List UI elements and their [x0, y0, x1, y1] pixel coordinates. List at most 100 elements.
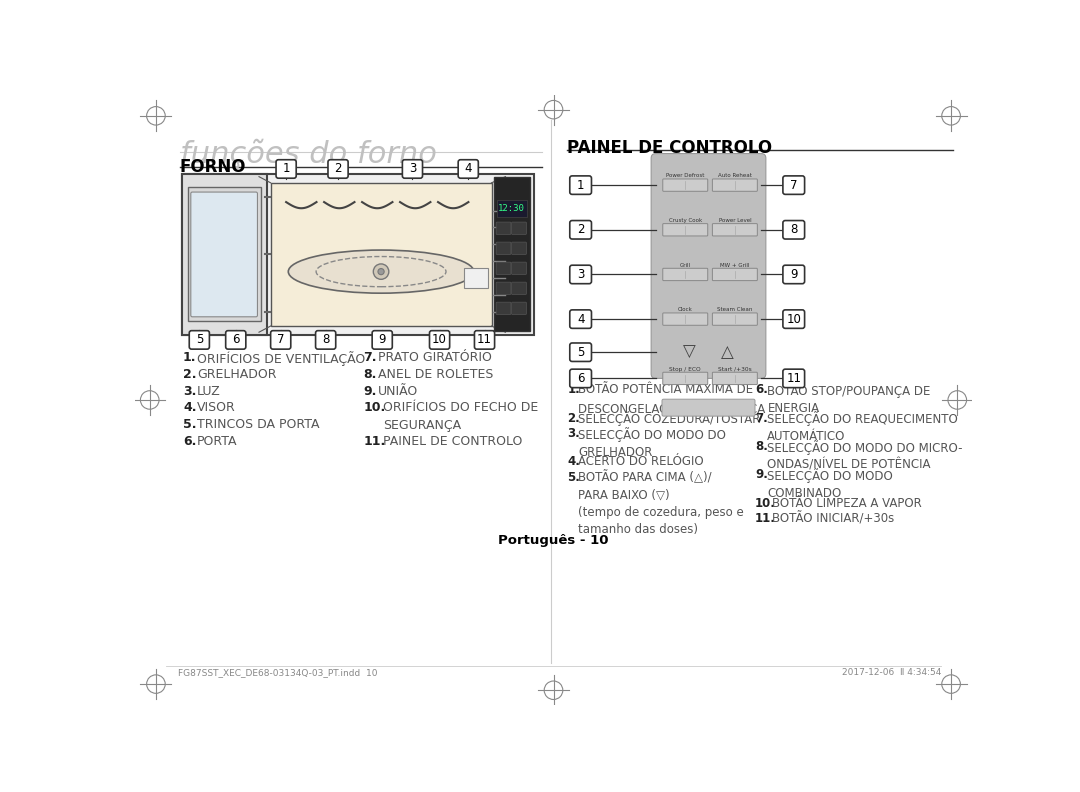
FancyBboxPatch shape: [226, 330, 246, 349]
Text: 2: 2: [335, 162, 341, 176]
Text: 10: 10: [786, 313, 801, 326]
Text: 4.: 4.: [183, 402, 197, 414]
FancyBboxPatch shape: [663, 223, 707, 236]
Text: TRINCOS DA PORTA: TRINCOS DA PORTA: [197, 418, 320, 432]
FancyBboxPatch shape: [512, 303, 526, 314]
FancyBboxPatch shape: [181, 173, 267, 335]
Text: FG87SST_XEC_DE68-03134Q-03_PT.indd  10: FG87SST_XEC_DE68-03134Q-03_PT.indd 10: [177, 668, 377, 677]
Text: UNIÃO: UNIÃO: [378, 385, 418, 398]
Text: 6: 6: [232, 333, 240, 346]
FancyBboxPatch shape: [188, 187, 260, 322]
Text: SELECÇÃO DO REAQUECIMENTO
AUTOMÁTICO: SELECÇÃO DO REAQUECIMENTO AUTOMÁTICO: [768, 412, 958, 444]
Text: 2.: 2.: [567, 412, 580, 425]
FancyBboxPatch shape: [458, 160, 478, 178]
FancyBboxPatch shape: [181, 173, 535, 335]
Text: funções do forno: funções do forno: [180, 139, 436, 169]
FancyBboxPatch shape: [271, 183, 491, 326]
Text: 5.: 5.: [567, 470, 580, 484]
FancyBboxPatch shape: [497, 200, 527, 217]
Text: 12:30: 12:30: [498, 204, 525, 213]
FancyBboxPatch shape: [496, 303, 511, 314]
FancyBboxPatch shape: [663, 372, 707, 385]
Text: GRELHADOR: GRELHADOR: [197, 367, 276, 381]
Text: △: △: [721, 343, 733, 361]
Text: 9.: 9.: [364, 385, 377, 398]
FancyBboxPatch shape: [663, 179, 707, 192]
FancyBboxPatch shape: [783, 265, 805, 284]
Text: 8: 8: [791, 223, 797, 236]
Text: 11.: 11.: [364, 436, 386, 448]
Text: 9: 9: [789, 268, 797, 281]
Text: VISOR: VISOR: [197, 402, 235, 414]
Text: ANEL DE ROLETES: ANEL DE ROLETES: [378, 367, 492, 381]
Text: 1: 1: [282, 162, 289, 176]
FancyBboxPatch shape: [663, 313, 707, 326]
FancyBboxPatch shape: [512, 242, 526, 254]
Text: 7.: 7.: [364, 351, 377, 364]
Text: ORIFÍCIOS DO FECHO DE
SEGURANÇA: ORIFÍCIOS DO FECHO DE SEGURANÇA: [383, 402, 538, 432]
FancyBboxPatch shape: [783, 369, 805, 387]
FancyBboxPatch shape: [512, 262, 526, 275]
FancyBboxPatch shape: [663, 268, 707, 280]
Text: BOTÃO PARA CIMA (△)/
PARA BAIXO (▽)
(tempo de cozedura, peso e
tamanho das doses: BOTÃO PARA CIMA (△)/ PARA BAIXO (▽) (tem…: [578, 470, 744, 535]
Text: 1.: 1.: [183, 351, 197, 364]
Text: 4.: 4.: [567, 455, 580, 468]
Text: SELECÇÃO DO MODO DO MICRO-
ONDAS/NÍVEL DE POTÊNCIA: SELECÇÃO DO MODO DO MICRO- ONDAS/NÍVEL D…: [768, 440, 963, 472]
FancyBboxPatch shape: [496, 282, 511, 295]
FancyBboxPatch shape: [474, 330, 495, 349]
FancyBboxPatch shape: [494, 177, 530, 331]
FancyBboxPatch shape: [713, 268, 757, 280]
Text: Steam Clean: Steam Clean: [717, 307, 753, 312]
Text: Start /+30s: Start /+30s: [718, 367, 752, 371]
FancyBboxPatch shape: [783, 310, 805, 329]
Text: 5: 5: [577, 346, 584, 359]
Text: BOTÃO INICIAR/+30s: BOTÃO INICIAR/+30s: [772, 512, 894, 526]
Circle shape: [374, 264, 389, 280]
Text: ▽: ▽: [684, 343, 696, 361]
Text: 6.: 6.: [183, 436, 197, 448]
Text: 11: 11: [786, 372, 801, 385]
Text: 7: 7: [789, 179, 797, 192]
FancyBboxPatch shape: [191, 192, 257, 317]
FancyBboxPatch shape: [512, 282, 526, 295]
Text: 2.: 2.: [183, 367, 197, 381]
Ellipse shape: [288, 250, 474, 293]
Text: 5.: 5.: [183, 418, 197, 432]
FancyBboxPatch shape: [496, 222, 511, 234]
FancyBboxPatch shape: [430, 330, 449, 349]
Text: 8.: 8.: [364, 367, 377, 381]
Text: 1.: 1.: [567, 383, 580, 396]
FancyBboxPatch shape: [373, 330, 392, 349]
FancyBboxPatch shape: [276, 160, 296, 178]
FancyBboxPatch shape: [713, 372, 757, 385]
FancyBboxPatch shape: [713, 223, 757, 236]
FancyBboxPatch shape: [570, 343, 592, 361]
Text: PAINEL DE CONTROLO: PAINEL DE CONTROLO: [383, 436, 523, 448]
Text: FORNO: FORNO: [180, 158, 246, 176]
Text: 10: 10: [432, 333, 447, 346]
Text: 8: 8: [322, 333, 329, 346]
FancyBboxPatch shape: [570, 176, 592, 194]
FancyBboxPatch shape: [570, 310, 592, 329]
FancyBboxPatch shape: [403, 160, 422, 178]
Text: Grill: Grill: [679, 263, 691, 268]
Text: 3.: 3.: [567, 427, 580, 440]
FancyBboxPatch shape: [570, 265, 592, 284]
FancyBboxPatch shape: [783, 220, 805, 239]
Text: 10.: 10.: [364, 402, 386, 414]
FancyBboxPatch shape: [512, 222, 526, 234]
Text: Português - 10: Português - 10: [498, 534, 609, 547]
FancyBboxPatch shape: [570, 369, 592, 387]
Text: 3: 3: [577, 268, 584, 281]
Text: PRATO GIRATÓRIO: PRATO GIRATÓRIO: [378, 351, 491, 364]
FancyBboxPatch shape: [496, 262, 511, 275]
Text: Clock: Clock: [678, 307, 692, 312]
Text: ACERTO DO RELÓGIO: ACERTO DO RELÓGIO: [578, 455, 704, 468]
FancyBboxPatch shape: [570, 220, 592, 239]
Text: 11: 11: [477, 333, 492, 346]
FancyBboxPatch shape: [315, 330, 336, 349]
FancyBboxPatch shape: [713, 179, 757, 192]
Text: Power Level: Power Level: [718, 218, 752, 223]
Text: Power Defrost: Power Defrost: [666, 173, 704, 178]
Text: BOTÃO POTÊNCIA MÁXIMA DE
DESCONGELAÇÃO AUTOMÁTICA: BOTÃO POTÊNCIA MÁXIMA DE DESCONGELAÇÃO A…: [578, 383, 766, 416]
